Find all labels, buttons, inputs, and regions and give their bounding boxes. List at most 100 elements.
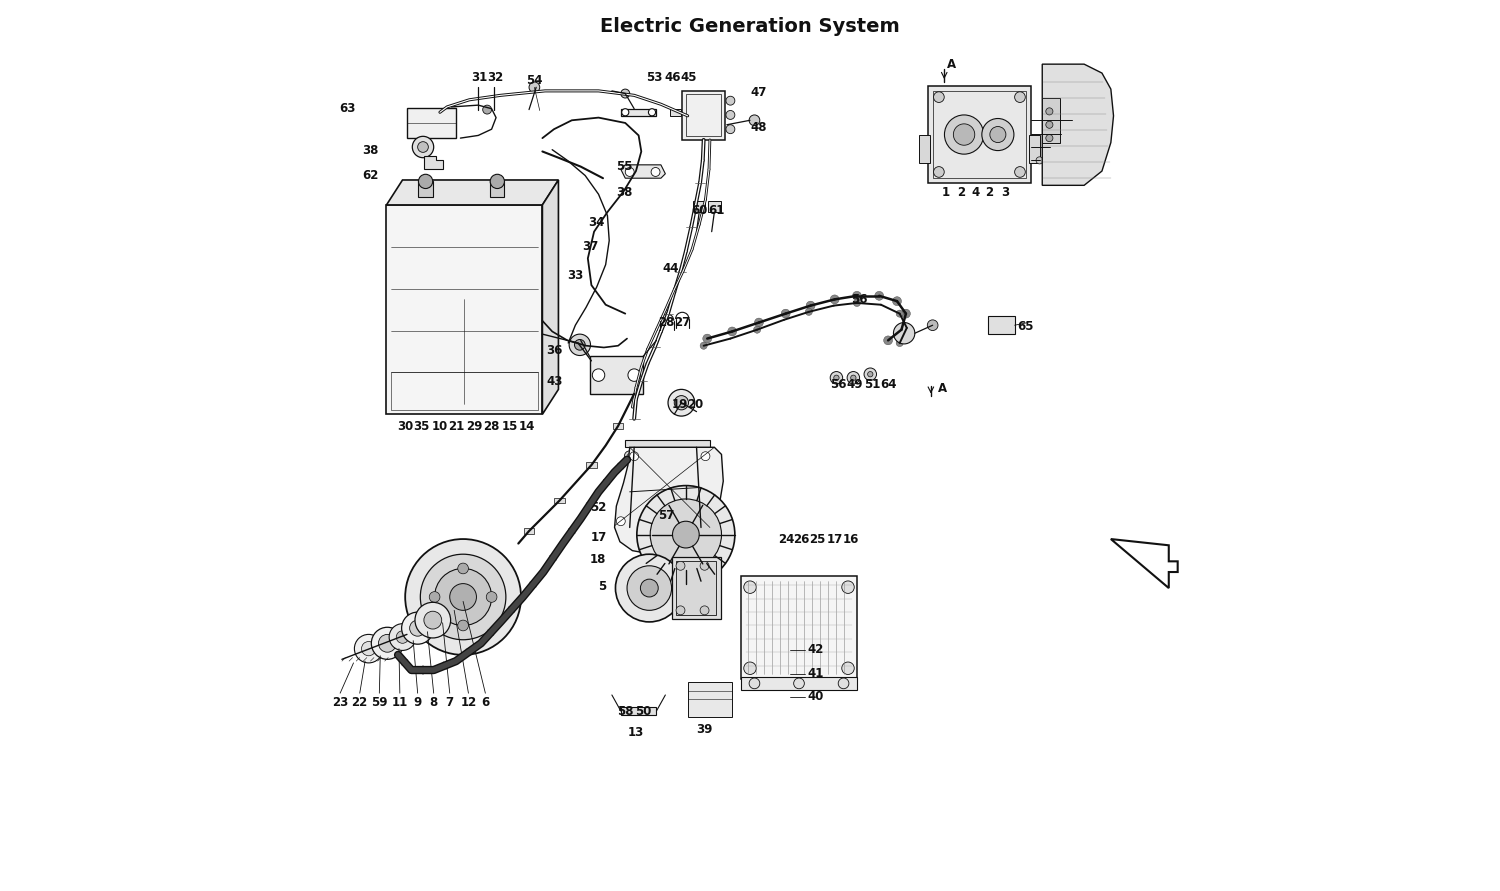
Bar	[920, 135, 930, 163]
Text: 26: 26	[794, 533, 810, 545]
Bar	[387, 205, 543, 414]
Circle shape	[676, 606, 686, 615]
Circle shape	[486, 592, 496, 602]
Circle shape	[624, 451, 634, 462]
Circle shape	[640, 579, 658, 597]
Circle shape	[490, 175, 504, 189]
Text: 10: 10	[432, 421, 448, 433]
Bar	[687, 682, 732, 717]
Circle shape	[744, 581, 756, 593]
Circle shape	[648, 109, 656, 116]
Circle shape	[626, 168, 634, 176]
Text: 35: 35	[413, 421, 429, 433]
Text: 7: 7	[446, 696, 454, 708]
Circle shape	[627, 566, 672, 610]
Bar	[419, 182, 432, 198]
Text: 19: 19	[672, 398, 688, 411]
Polygon shape	[621, 109, 657, 116]
Circle shape	[458, 563, 468, 574]
Circle shape	[668, 389, 694, 416]
Polygon shape	[424, 156, 442, 169]
Circle shape	[420, 554, 506, 640]
Text: 34: 34	[588, 217, 604, 229]
Circle shape	[651, 168, 660, 176]
Text: 58: 58	[616, 706, 633, 718]
Polygon shape	[1112, 539, 1178, 588]
Circle shape	[933, 92, 944, 102]
Circle shape	[1014, 167, 1026, 177]
Text: 16: 16	[843, 533, 860, 545]
Circle shape	[672, 521, 699, 548]
Text: A: A	[938, 382, 946, 395]
Polygon shape	[621, 165, 666, 178]
Text: 44: 44	[662, 262, 678, 274]
Bar	[1042, 98, 1060, 143]
Bar	[686, 94, 722, 136]
Text: 50: 50	[634, 706, 651, 718]
Bar	[392, 372, 538, 410]
Bar	[682, 91, 724, 140]
Circle shape	[372, 627, 404, 659]
Text: 61: 61	[708, 204, 724, 217]
Circle shape	[1068, 117, 1076, 124]
Text: 43: 43	[546, 375, 562, 388]
Text: 48: 48	[750, 121, 766, 134]
Text: 14: 14	[519, 421, 536, 433]
Circle shape	[754, 318, 764, 327]
Text: 54: 54	[526, 74, 543, 86]
Circle shape	[700, 342, 706, 349]
Circle shape	[852, 291, 861, 300]
Text: 38: 38	[362, 144, 378, 157]
Bar	[490, 182, 504, 198]
Text: 29: 29	[466, 421, 483, 433]
Text: 56: 56	[852, 293, 868, 306]
Circle shape	[954, 124, 975, 145]
Circle shape	[830, 372, 843, 384]
Text: 8: 8	[429, 696, 438, 708]
Circle shape	[847, 372, 859, 384]
Text: 13: 13	[628, 726, 644, 739]
Circle shape	[726, 125, 735, 134]
Circle shape	[1014, 92, 1026, 102]
Circle shape	[700, 561, 709, 570]
Bar	[1029, 135, 1039, 163]
Text: 60: 60	[692, 204, 708, 217]
Circle shape	[794, 678, 804, 689]
Circle shape	[714, 517, 723, 526]
Circle shape	[658, 454, 663, 459]
Text: 28: 28	[483, 421, 500, 433]
Circle shape	[704, 334, 711, 343]
Text: 15: 15	[503, 421, 519, 433]
Text: 17: 17	[591, 531, 606, 544]
Circle shape	[435, 568, 492, 625]
Circle shape	[1036, 157, 1042, 164]
Circle shape	[874, 291, 884, 300]
Circle shape	[574, 339, 585, 350]
Bar	[741, 576, 856, 679]
Text: 65: 65	[1017, 321, 1034, 333]
Circle shape	[676, 561, 686, 570]
Text: 23: 23	[332, 696, 348, 708]
Circle shape	[1046, 108, 1053, 115]
Bar	[590, 356, 644, 394]
Circle shape	[692, 539, 700, 548]
Text: 39: 39	[696, 723, 712, 736]
Circle shape	[458, 620, 468, 631]
Circle shape	[700, 606, 709, 615]
Text: 11: 11	[392, 696, 408, 708]
Text: 64: 64	[880, 379, 897, 391]
Circle shape	[615, 554, 682, 622]
Circle shape	[639, 539, 648, 548]
Circle shape	[396, 631, 408, 643]
Circle shape	[748, 678, 760, 689]
Circle shape	[568, 334, 591, 356]
Circle shape	[1046, 121, 1053, 128]
Circle shape	[896, 339, 903, 347]
Circle shape	[744, 662, 756, 674]
Text: 3: 3	[1000, 186, 1010, 199]
Circle shape	[628, 369, 640, 381]
Text: 53: 53	[646, 71, 663, 84]
Text: 6: 6	[482, 696, 489, 708]
Circle shape	[867, 372, 873, 377]
Text: 25: 25	[810, 533, 826, 545]
